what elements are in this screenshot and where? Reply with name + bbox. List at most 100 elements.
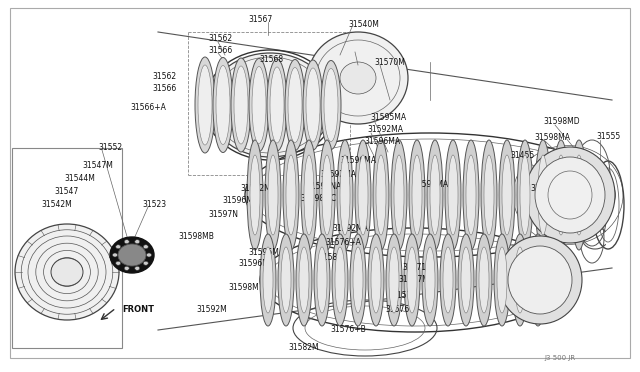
Text: 31576+A: 31576+A — [325, 237, 361, 247]
Ellipse shape — [508, 246, 572, 314]
Text: 31582M: 31582M — [288, 343, 319, 353]
Ellipse shape — [515, 247, 525, 313]
Ellipse shape — [286, 155, 296, 235]
Text: 31576: 31576 — [385, 305, 409, 314]
Ellipse shape — [497, 247, 507, 313]
Text: 31596MA: 31596MA — [364, 137, 400, 145]
Ellipse shape — [116, 245, 121, 249]
Ellipse shape — [118, 244, 146, 266]
Text: 31455: 31455 — [510, 151, 534, 160]
Ellipse shape — [430, 155, 440, 235]
Ellipse shape — [553, 140, 569, 250]
Ellipse shape — [440, 234, 456, 326]
Ellipse shape — [15, 224, 119, 320]
Ellipse shape — [314, 234, 330, 326]
Text: 31592MA: 31592MA — [320, 170, 356, 179]
Ellipse shape — [535, 157, 605, 233]
Ellipse shape — [208, 53, 332, 157]
Ellipse shape — [124, 240, 129, 244]
Ellipse shape — [407, 247, 417, 313]
Ellipse shape — [278, 234, 294, 326]
Text: 31523: 31523 — [142, 199, 166, 208]
Ellipse shape — [135, 240, 140, 244]
Ellipse shape — [458, 234, 474, 326]
Text: 31598MD: 31598MD — [543, 116, 580, 125]
Ellipse shape — [321, 61, 341, 150]
Text: 31562: 31562 — [152, 71, 176, 80]
Ellipse shape — [340, 155, 350, 235]
Text: 31547: 31547 — [54, 186, 78, 196]
Text: 31598MA: 31598MA — [534, 132, 570, 141]
Ellipse shape — [535, 140, 551, 250]
Ellipse shape — [425, 247, 435, 313]
Ellipse shape — [340, 62, 376, 94]
Ellipse shape — [285, 60, 305, 151]
Ellipse shape — [267, 59, 287, 151]
Ellipse shape — [143, 245, 148, 249]
Text: 31552: 31552 — [98, 142, 122, 151]
Text: J3 500 JR: J3 500 JR — [544, 355, 575, 361]
Text: 31570M: 31570M — [374, 58, 405, 67]
Ellipse shape — [498, 236, 582, 324]
Text: 31592M: 31592M — [240, 183, 271, 192]
Text: 31575: 31575 — [392, 291, 416, 299]
Text: 31562: 31562 — [208, 33, 232, 42]
Ellipse shape — [476, 234, 492, 326]
Text: 31592MA: 31592MA — [332, 224, 368, 232]
Text: 31598M: 31598M — [228, 283, 259, 292]
Ellipse shape — [574, 155, 584, 235]
Ellipse shape — [296, 234, 312, 326]
Ellipse shape — [394, 155, 404, 235]
Ellipse shape — [373, 140, 389, 250]
Ellipse shape — [299, 247, 309, 313]
Ellipse shape — [135, 266, 140, 270]
Ellipse shape — [234, 66, 248, 144]
Text: 31597NA: 31597NA — [306, 182, 341, 190]
Ellipse shape — [571, 140, 587, 250]
Ellipse shape — [389, 247, 399, 313]
Ellipse shape — [283, 140, 299, 250]
Ellipse shape — [502, 155, 512, 235]
Text: 31595MA: 31595MA — [370, 112, 406, 122]
Ellipse shape — [147, 253, 152, 257]
Text: 31567: 31567 — [248, 15, 272, 23]
Ellipse shape — [332, 234, 348, 326]
Ellipse shape — [337, 140, 353, 250]
Ellipse shape — [517, 140, 533, 250]
Ellipse shape — [281, 247, 291, 313]
Ellipse shape — [124, 266, 129, 270]
Ellipse shape — [443, 247, 453, 313]
Ellipse shape — [461, 247, 471, 313]
Ellipse shape — [376, 155, 386, 235]
Ellipse shape — [247, 140, 263, 250]
Text: 31542M: 31542M — [41, 199, 72, 208]
Text: 31596MA: 31596MA — [340, 155, 376, 164]
Text: FRONT: FRONT — [122, 305, 154, 314]
Ellipse shape — [463, 140, 479, 250]
Text: 31584: 31584 — [318, 253, 342, 263]
Ellipse shape — [386, 234, 402, 326]
Ellipse shape — [249, 58, 269, 151]
Ellipse shape — [270, 67, 284, 143]
Ellipse shape — [412, 155, 422, 235]
Text: 31473M: 31473M — [530, 183, 561, 192]
Ellipse shape — [368, 234, 384, 326]
Text: 31598MC: 31598MC — [300, 193, 336, 202]
Ellipse shape — [512, 234, 528, 326]
Ellipse shape — [306, 68, 320, 142]
Text: 31540M: 31540M — [348, 19, 379, 29]
Text: 31598MB: 31598MB — [178, 231, 214, 241]
Ellipse shape — [525, 147, 615, 243]
Ellipse shape — [445, 140, 461, 250]
Text: 31592MA: 31592MA — [367, 125, 403, 134]
Text: 31576+B: 31576+B — [330, 326, 365, 334]
Ellipse shape — [533, 247, 543, 313]
Ellipse shape — [353, 247, 363, 313]
Text: 31566+A: 31566+A — [130, 103, 166, 112]
Ellipse shape — [322, 155, 332, 235]
Ellipse shape — [143, 261, 148, 265]
Ellipse shape — [195, 57, 215, 153]
Text: 31596M: 31596M — [238, 260, 269, 269]
Text: 31596M: 31596M — [222, 196, 253, 205]
Text: 31544M: 31544M — [64, 173, 95, 183]
